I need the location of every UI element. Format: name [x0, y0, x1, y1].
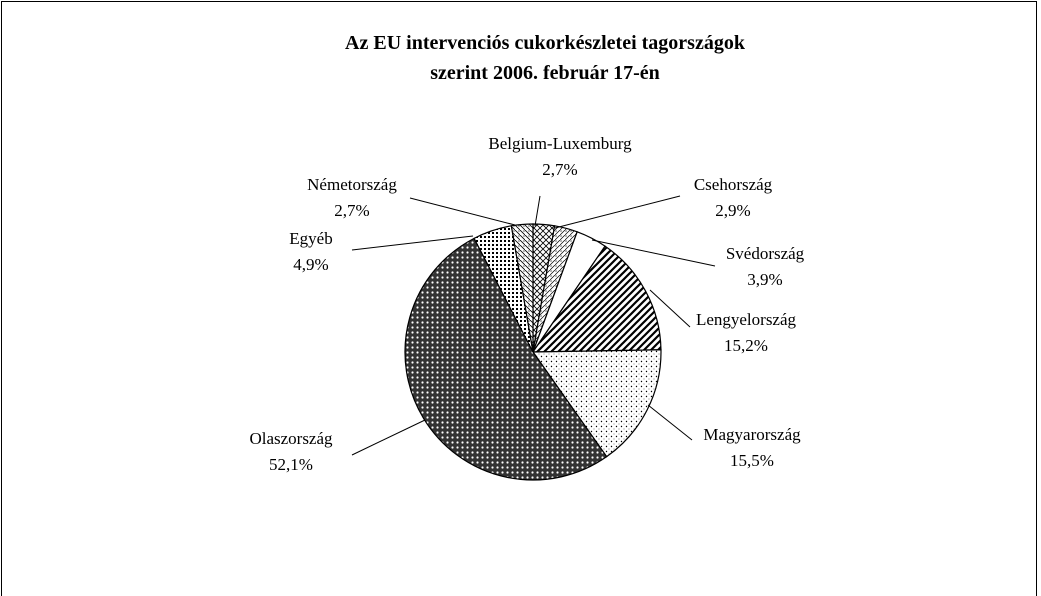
leader-line [534, 195, 541, 227]
leader-line [647, 404, 693, 441]
slice-label: Magyarország [703, 425, 801, 444]
slice-value-label: 15,2% [724, 336, 768, 355]
pie-slice [510, 223, 534, 353]
slice-label: Csehország [694, 175, 773, 194]
leader-line [409, 197, 516, 226]
leader-line [351, 235, 474, 251]
pie-slice [531, 349, 662, 458]
slice-value-label: 2,7% [542, 160, 577, 179]
slice-label: Svédország [726, 244, 805, 263]
slice-label: Belgium-Luxemburg [488, 134, 632, 153]
slice-value-label: 2,7% [334, 201, 369, 220]
slice-label: Németország [307, 175, 397, 194]
slice-value-label: 3,9% [747, 270, 782, 289]
pie-slice [531, 245, 662, 353]
leader-line [591, 239, 716, 267]
leader-line [351, 419, 426, 456]
slice-value-label: 4,9% [293, 255, 328, 274]
slice-label: Lengyelország [696, 310, 797, 329]
slice-label: Egyéb [289, 229, 332, 248]
chart-title: Az EU intervenciós cukorkészletei tagors… [345, 32, 745, 84]
slice-value-label: 2,9% [715, 201, 750, 220]
pie-slice [404, 237, 608, 481]
leader-line [554, 195, 681, 229]
slice-label: Olaszország [249, 429, 333, 448]
slice-value-label: 15,5% [730, 451, 774, 470]
slice-value-label: 52,1% [269, 455, 313, 474]
leader-line [649, 289, 691, 328]
